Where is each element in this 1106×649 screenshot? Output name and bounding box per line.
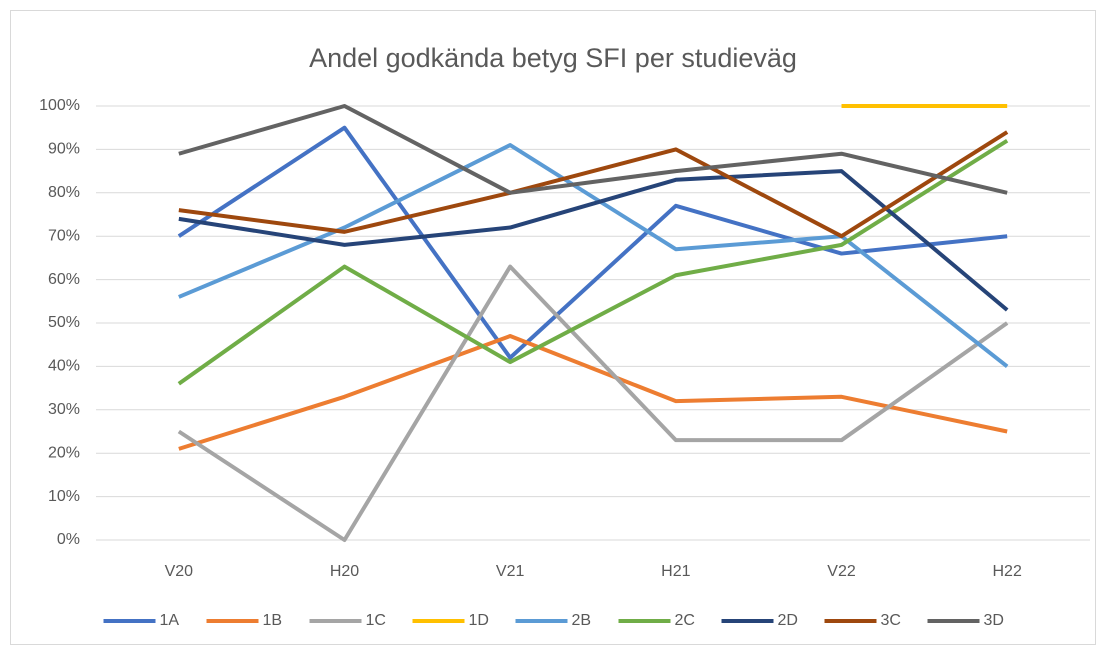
y-tick-label: 50% <box>48 314 80 331</box>
x-tick-label: V22 <box>827 563 856 580</box>
series-line <box>178 334 1008 451</box>
x-tick-label: H20 <box>330 563 359 580</box>
legend-label: 2D <box>778 612 798 629</box>
series-line <box>178 169 1009 312</box>
y-tick-label: 30% <box>48 401 80 418</box>
y-tick-label: 20% <box>48 444 80 461</box>
legend-label: 2C <box>675 612 695 629</box>
legend-label: 1B <box>263 612 283 629</box>
y-tick-label: 100% <box>39 97 80 114</box>
series-line <box>178 104 1008 195</box>
x-tick-label: H21 <box>661 563 690 580</box>
x-tick-label: V20 <box>165 563 194 580</box>
y-tick-label: 0% <box>57 531 80 548</box>
legend-label: 1A <box>160 612 180 629</box>
series-line <box>177 125 1008 360</box>
legend-label: 2B <box>572 612 592 629</box>
legend-label: 3D <box>984 612 1004 629</box>
y-tick-label: 60% <box>48 271 80 288</box>
series-line <box>178 130 1009 239</box>
series-line <box>177 139 1009 386</box>
y-tick-label: 80% <box>48 184 80 201</box>
y-tick-label: 40% <box>48 358 80 375</box>
y-tick-label: 70% <box>48 227 80 244</box>
chart-title: Andel godkända betyg SFI per studieväg <box>309 43 797 73</box>
y-tick-label: 90% <box>48 141 80 158</box>
legend-label: 1D <box>469 612 489 629</box>
chart-frame <box>10 10 1096 645</box>
legend-label: 1C <box>366 612 386 629</box>
legend-label: 3C <box>881 612 901 629</box>
y-tick-label: 10% <box>48 488 80 505</box>
series-line <box>177 264 1009 542</box>
x-tick-label: V21 <box>496 563 525 580</box>
x-tick-label: H22 <box>992 563 1021 580</box>
